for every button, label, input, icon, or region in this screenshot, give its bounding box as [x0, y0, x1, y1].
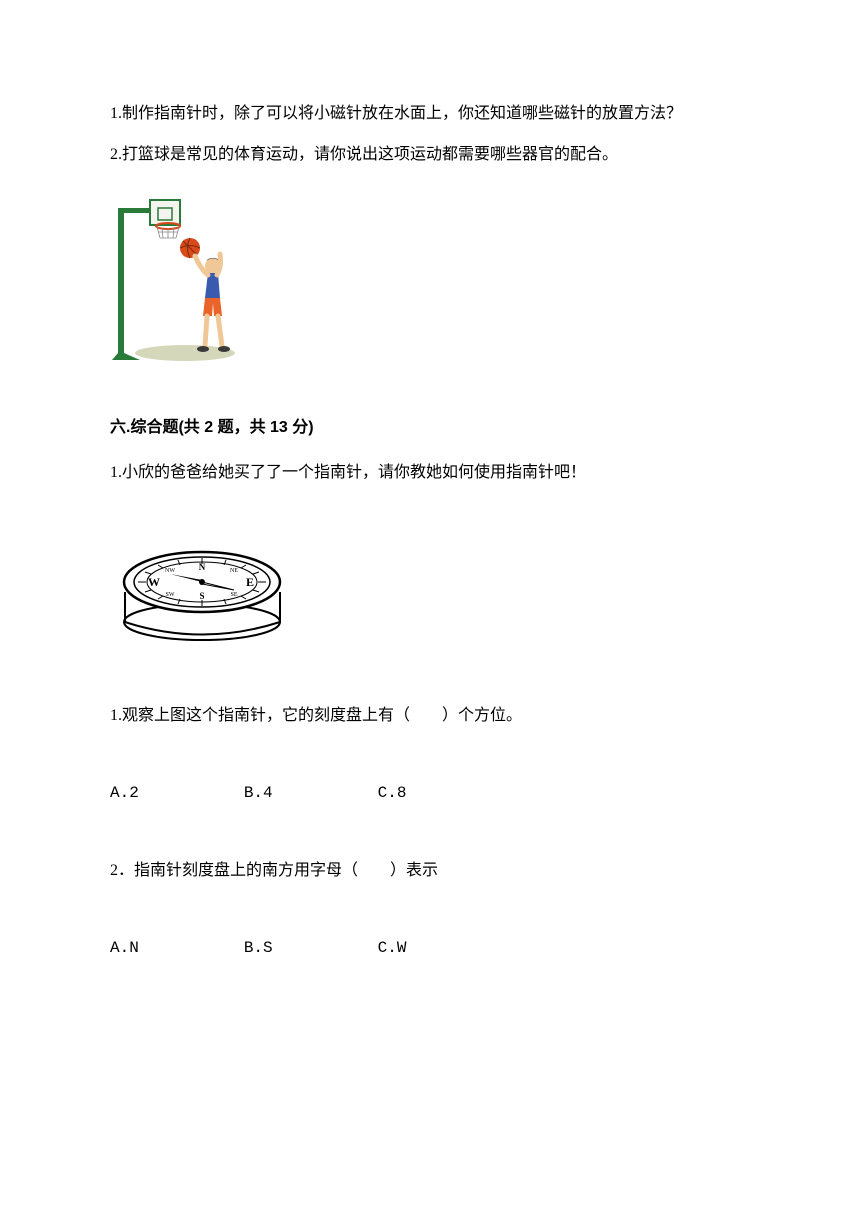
option-2a: A.N — [110, 939, 139, 957]
section-6-question-1: 1.小欣的爸爸给她买了了一个指南针，请你教她如何使用指南针吧！ — [110, 459, 750, 486]
option-2b: B.S — [244, 939, 273, 957]
option-1c: C.8 — [378, 784, 407, 802]
compass-illustration: N S W E NW NE SW SE — [110, 522, 295, 652]
sub-question-1-options: A.2 B.4 C.8 — [110, 784, 750, 802]
option-1a: A.2 — [110, 784, 139, 802]
svg-text:SE: SE — [230, 592, 237, 598]
svg-text:S: S — [199, 591, 204, 601]
svg-text:N: N — [199, 562, 206, 572]
svg-text:NW: NW — [165, 568, 175, 574]
question-1: 1.制作指南针时，除了可以将小磁针放在水面上，你还知道哪些磁针的放置方法？ — [110, 100, 750, 127]
section-6-header: 六.综合题(共 2 题，共 13 分) — [110, 413, 750, 437]
svg-text:W: W — [148, 575, 160, 589]
sub-question-2: 2．指南针刻度盘上的南方用字母（ ）表示 — [110, 857, 750, 884]
option-2c: C.W — [378, 939, 407, 957]
svg-text:NE: NE — [230, 568, 238, 574]
basketball-illustration — [110, 198, 260, 363]
svg-text:SW: SW — [166, 592, 175, 598]
option-1b: B.4 — [244, 784, 273, 802]
sub-question-1: 1.观察上图这个指南针，它的刻度盘上有（ ）个方位。 — [110, 702, 750, 729]
svg-text:E: E — [246, 575, 254, 589]
sub-question-2-options: A.N B.S C.W — [110, 939, 750, 957]
question-2: 2.打篮球是常见的体育运动，请你说出这项运动都需要哪些器官的配合。 — [110, 141, 750, 168]
